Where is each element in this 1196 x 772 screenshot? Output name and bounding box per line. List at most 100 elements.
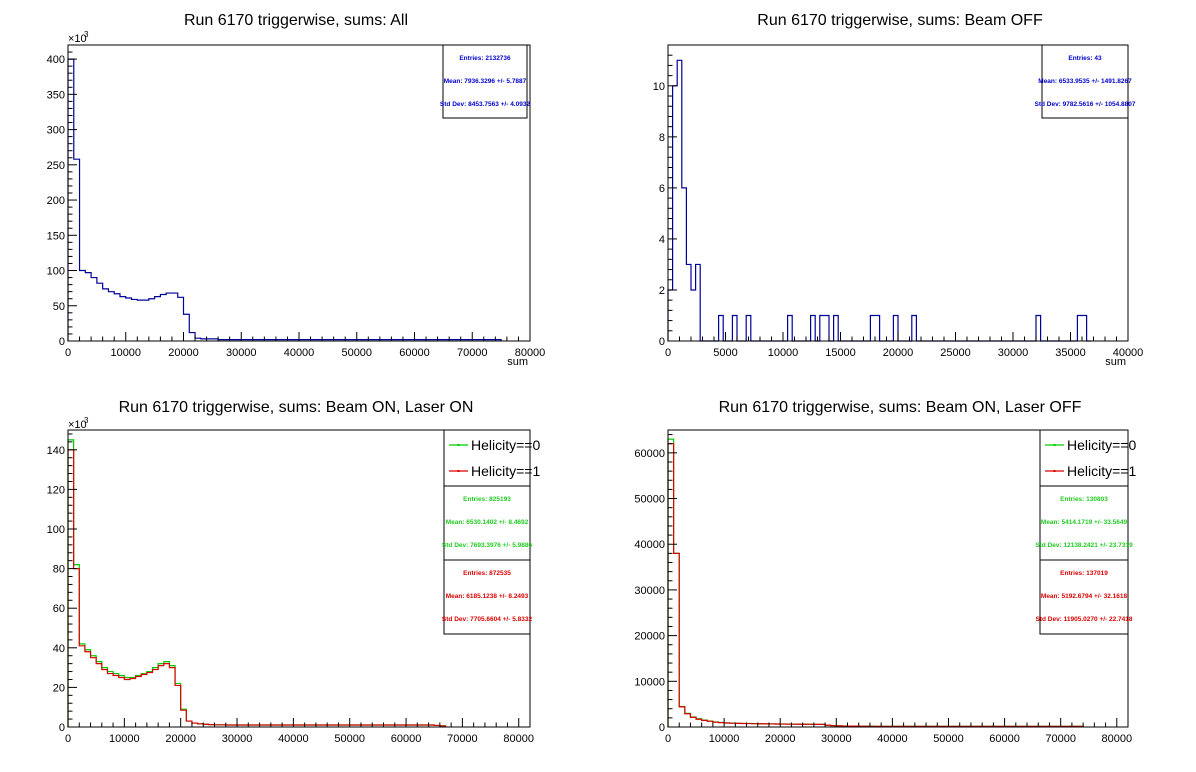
- x-tick-label: 0: [665, 733, 671, 745]
- stats-mean: Mean: 7936.3296 +/- 5.7887: [444, 78, 527, 85]
- y-tick-label: 300: [47, 125, 65, 137]
- y-tick-label: 50000: [634, 494, 665, 506]
- x-tick-label: 15000: [825, 347, 856, 359]
- x-axis-label: sum: [507, 356, 528, 368]
- stats-mean: Mean: 5414.1719 +/- 33.5649: [1041, 519, 1128, 526]
- y-tick-label: 0: [59, 722, 65, 734]
- legend-label: Helicity==0: [1067, 437, 1136, 453]
- x-tick-label: 40000: [278, 733, 309, 745]
- y-tick-label: 10000: [634, 676, 665, 688]
- histogram-panel-2: Run 6170 triggerwise, sums: Beam OFF 0 500…: [653, 12, 1144, 368]
- x-tick-label: 0: [65, 733, 71, 745]
- x-tick-label: 20000: [765, 733, 796, 745]
- y-tick-label: 0: [659, 336, 665, 348]
- y-tick-label: 100: [47, 266, 65, 278]
- y-tick-label: 20000: [634, 631, 665, 643]
- y-tick-label: 60: [53, 603, 65, 615]
- y-tick-label: 2: [659, 285, 665, 297]
- legend-label: Helicity==1: [1067, 463, 1136, 479]
- x-tick-label: 40000: [284, 347, 315, 359]
- stats-stddev: Std Dev: 11905.0270 +/- 22.7418: [1035, 616, 1132, 623]
- y-tick-label: 350: [47, 89, 65, 101]
- stats-mean: Mean: 5192.6794 +/- 32.1618: [1041, 593, 1128, 600]
- x-tick-label: 70000: [1045, 733, 1076, 745]
- legend-marker: [457, 470, 460, 472]
- stats-box: [1041, 44, 1129, 119]
- stats-entries: Entries: 130803: [1060, 496, 1108, 503]
- x-tick-label: 0: [65, 347, 71, 359]
- legend-marker: [1053, 470, 1056, 472]
- histogram-series-1: [67, 439, 447, 727]
- y-tick-label: 0: [659, 722, 665, 734]
- x-tick-label: 30000: [222, 733, 253, 745]
- chart-title: Run 6170 triggerwise, sums: Beam OFF: [757, 12, 1043, 29]
- y-tick-label: 0: [59, 336, 65, 348]
- x-tick-label: 80000: [515, 347, 546, 359]
- x-tick-label: 70000: [457, 347, 488, 359]
- y-tick-label: 6: [659, 183, 665, 195]
- histogram-series-2: [667, 443, 1084, 727]
- legend-label: Helicity==1: [471, 463, 540, 479]
- y-tick-label: 30000: [634, 585, 665, 597]
- x-tick-label: 60000: [989, 733, 1020, 745]
- y-tick-label: 40: [53, 643, 65, 655]
- y-tick-label: 400: [47, 54, 65, 66]
- x-tick-label: 10000: [768, 347, 799, 359]
- y-tick-label: 40000: [634, 539, 665, 551]
- x-tick-label: 0: [665, 347, 671, 359]
- y-tick-label: 120: [47, 484, 65, 496]
- stats-stddev: Std Dev: 8453.7563 +/- 4.0932: [440, 101, 531, 108]
- legend-label: Helicity==0: [471, 437, 540, 453]
- y-tick-label: 20: [53, 682, 65, 694]
- y-tick-label: 8: [659, 132, 665, 144]
- x-tick-label: 5000: [713, 347, 737, 359]
- stats-stddev: Std Dev: 9782.5616 +/- 1054.8807: [1034, 101, 1135, 108]
- y-multiplier-label: ×10: [68, 33, 87, 45]
- x-tick-label: 40000: [1113, 347, 1144, 359]
- stats-box: [442, 44, 528, 119]
- x-tick-label: 50000: [341, 347, 372, 359]
- y-tick-label: 140: [47, 445, 65, 457]
- y-tick-label: 4: [659, 234, 665, 246]
- stats-mean: Mean: 6530.1402 +/- 8.4692: [446, 519, 529, 526]
- y-tick-label: 80: [53, 564, 65, 576]
- x-tick-label: 25000: [940, 347, 971, 359]
- y-multiplier-exponent: 3: [84, 416, 89, 425]
- histogram-series-1: [667, 438, 1084, 727]
- y-multiplier-label: ×10: [68, 419, 87, 431]
- legend-box: [443, 429, 531, 487]
- chart-title: Run 6170 triggerwise, sums: Beam ON, Las…: [719, 399, 1082, 416]
- stats-box: [443, 559, 531, 635]
- x-axis-label: sum: [1105, 356, 1126, 368]
- x-tick-label: 30000: [821, 733, 852, 745]
- x-tick-label: 60000: [399, 347, 430, 359]
- chart-title: Run 6170 triggerwise, sums: Beam ON, Las…: [119, 399, 474, 416]
- x-tick-label: 60000: [391, 733, 422, 745]
- x-tick-label: 80000: [1101, 733, 1132, 745]
- x-tick-label: 20000: [165, 733, 196, 745]
- x-tick-label: 10000: [110, 347, 141, 359]
- legend-marker: [457, 444, 460, 446]
- x-tick-label: 20000: [883, 347, 914, 359]
- histogram-panel-1: Run 6170 triggerwise, sums: All 0 10000 200…: [47, 12, 546, 368]
- stats-stddev: Std Dev: 7693.3976 +/- 5.9886: [442, 542, 533, 549]
- x-tick-label: 40000: [877, 733, 908, 745]
- x-tick-label: 30000: [226, 347, 257, 359]
- x-tick-label: 10000: [109, 733, 140, 745]
- x-tick-label: 35000: [1055, 347, 1086, 359]
- stats-entries: Entries: 872535: [463, 570, 511, 577]
- histogram-series-1: [667, 59, 1092, 342]
- stats-entries: Entries: 2132736: [459, 55, 511, 62]
- histogram-series-2: [67, 449, 447, 727]
- y-tick-label: 100: [47, 524, 65, 536]
- legend-marker: [1053, 444, 1056, 446]
- x-tick-label: 50000: [334, 733, 365, 745]
- histogram-panel-3: Run 6170 triggerwise, sums: Beam ON, Las…: [47, 399, 541, 745]
- stats-entries: Entries: 825193: [463, 496, 511, 503]
- stats-stddev: Std Dev: 12138.2421 +/- 23.7319: [1035, 542, 1133, 549]
- x-tick-label: 50000: [933, 733, 964, 745]
- y-tick-label: 60000: [634, 448, 665, 460]
- chart-title: Run 6170 triggerwise, sums: All: [184, 12, 408, 29]
- x-tick-label: 20000: [168, 347, 199, 359]
